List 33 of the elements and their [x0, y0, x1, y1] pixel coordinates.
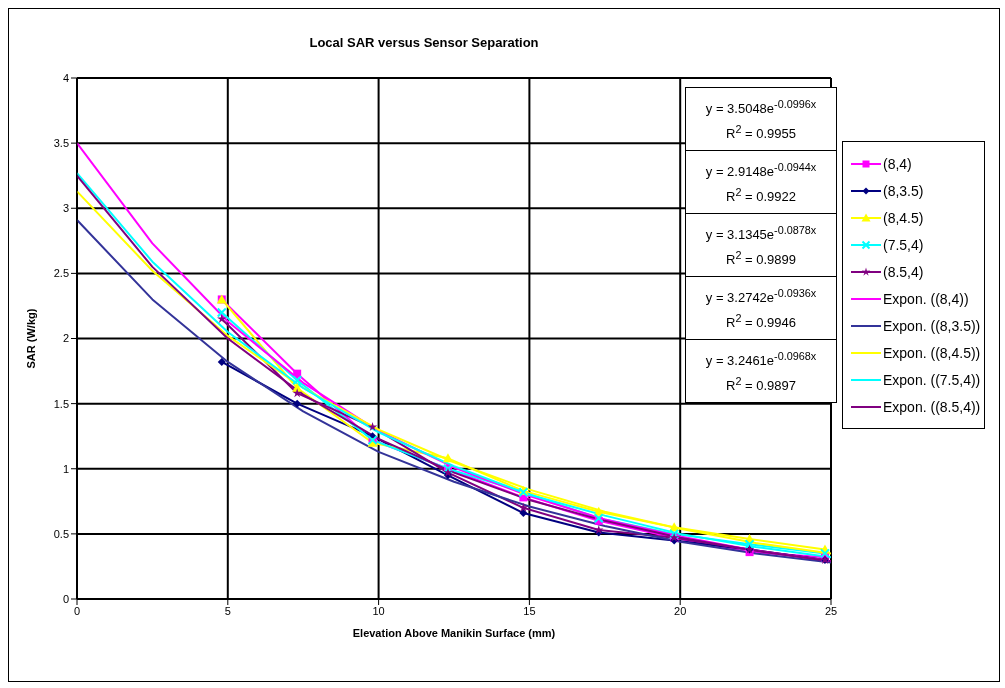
- legend-label: Expon. ((8,4)): [883, 290, 969, 307]
- x-tick-label: 25: [824, 604, 838, 617]
- equation-box: y = 3.2742e$^{-0.0936x}$ R$^{2}$ = 0.9946: [685, 277, 837, 340]
- equation-box: y = 3.1345e$^{-0.0878x}$ R$^{2}$ = 0.9899: [685, 214, 837, 277]
- x-tick-label: 15: [523, 604, 536, 617]
- chart-title: Local SAR versus Sensor Separation: [308, 35, 540, 50]
- y-tick-label: 3: [62, 202, 69, 215]
- x-axis-title: Elevation Above Manikin Surface (mm): [352, 627, 556, 639]
- legend-label: Expon. ((8,4.5)): [883, 344, 981, 361]
- y-axis-title: SAR (W/kg): [24, 308, 37, 369]
- legend-label: (8,4.5): [883, 209, 924, 226]
- equation-box: y = 3.5048e$^{-0.0996x}$ R$^{2}$ = 0.9955: [685, 87, 837, 151]
- y-tick-label: 0.5: [53, 527, 69, 540]
- legend-label: (8,3.5): [883, 182, 924, 199]
- legend-label: Expon. ((8.5,4)): [883, 398, 981, 415]
- equation-box: y = 2.9148e$^{-0.0944x}$ R$^{2}$ = 0.9922: [685, 151, 837, 214]
- y-tick-label: 0: [62, 592, 69, 605]
- y-tick-label: 1.5: [53, 397, 69, 410]
- y-tick-label: 3.5: [53, 137, 69, 150]
- x-tick-label: 10: [372, 604, 385, 617]
- y-tick-label: 1: [62, 462, 69, 475]
- legend-label: Expon. ((7.5,4)): [883, 371, 981, 388]
- y-tick-label: 4: [62, 71, 69, 84]
- equation-box: y = 3.2461e$^{-0.0968x}$ R$^{2}$ = 0.9897: [685, 340, 837, 403]
- x-tick-label: 20: [674, 604, 687, 617]
- x-tick-label: 0: [73, 604, 81, 617]
- x-tick-label: 5: [224, 604, 231, 617]
- y-tick-label: 2.5: [53, 267, 69, 280]
- legend-label: (8.5,4): [883, 263, 924, 280]
- legend-label: (7.5,4): [883, 236, 924, 253]
- legend-label: (8,4): [883, 155, 912, 172]
- y-tick-label: 2: [62, 332, 69, 345]
- legend-label: Expon. ((8,3.5)): [883, 317, 981, 334]
